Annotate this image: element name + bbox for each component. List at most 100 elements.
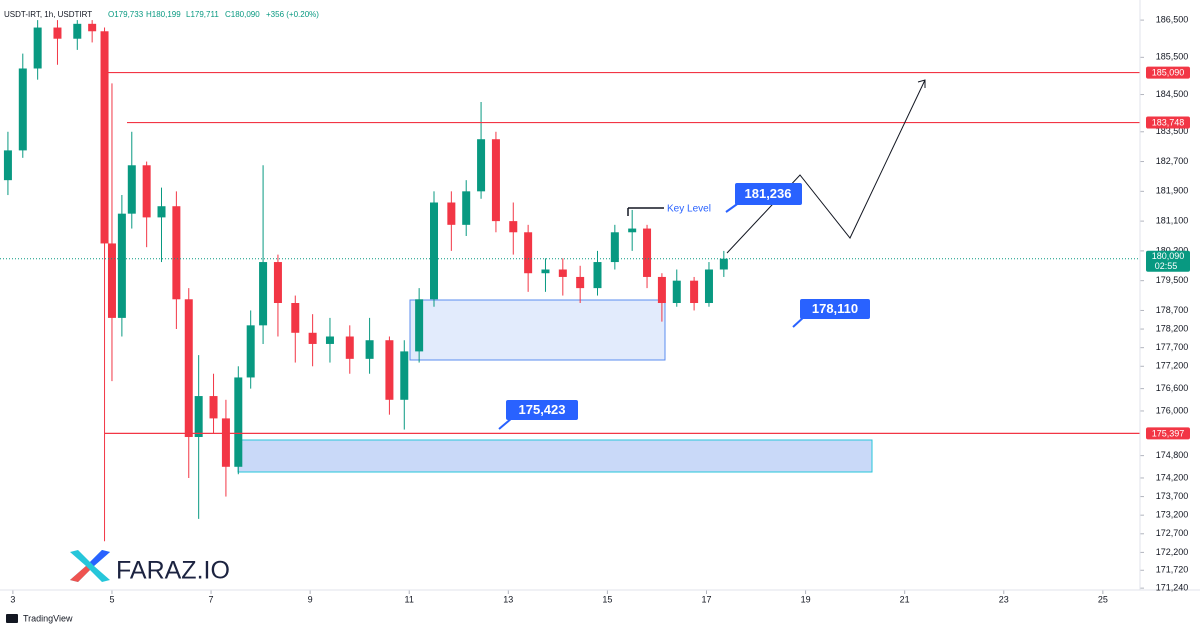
ohlc-low: L179,711 (186, 10, 219, 19)
candle-body (491, 139, 500, 222)
y-tick-label: 171,240 (1156, 583, 1189, 593)
x-tick-label: 13 (503, 594, 513, 604)
callout-box (735, 183, 802, 205)
candle-body (345, 336, 354, 359)
x-tick-label: 19 (801, 594, 811, 604)
y-tick-label: 180,300 (1156, 245, 1189, 255)
y-tick-label: 185,500 (1156, 52, 1189, 62)
ohlc-high: H180,199 (146, 10, 181, 19)
level-label-box (1146, 427, 1190, 440)
candle-body (610, 232, 619, 263)
y-tick-label: 178,200 (1156, 323, 1189, 333)
ohlc-change: +356 (+0.20%) (266, 10, 319, 19)
logo-text: FARAZ.IO (116, 557, 230, 585)
candle-body (3, 150, 12, 181)
candle-body (628, 228, 637, 233)
callout-box (800, 299, 870, 319)
candle-body (142, 165, 151, 218)
candle-body (172, 206, 181, 300)
candle-body (107, 243, 116, 318)
x-tick-label: 5 (109, 594, 114, 604)
candle-body (117, 213, 126, 318)
y-tick-label: 171,720 (1156, 565, 1189, 575)
y-tick-label: 176,600 (1156, 383, 1189, 393)
demand-zone (237, 439, 873, 473)
y-tick-label: 174,800 (1156, 450, 1189, 460)
level-label: 183,748 (1152, 117, 1185, 127)
candle-body (184, 299, 193, 438)
tradingview-icon (6, 614, 18, 623)
candle-body (643, 228, 652, 277)
callout-text: 181,236 (745, 186, 792, 201)
candle-body (593, 262, 602, 289)
x-tick-label: 7 (209, 594, 214, 604)
candle-body (259, 262, 268, 326)
candle-body (672, 280, 681, 304)
x-tick-label: 17 (701, 594, 711, 604)
y-tick-label: 186,500 (1156, 14, 1189, 24)
y-tick-label: 181,100 (1156, 215, 1189, 225)
x-tick-label: 25 (1098, 594, 1108, 604)
candle-body (73, 23, 82, 39)
countdown-label: 02:55 (1155, 261, 1178, 271)
candle-body (509, 221, 518, 233)
callout: 178,110 (792, 299, 870, 328)
callout-box (506, 400, 578, 420)
callout: 175,423 (498, 400, 578, 430)
candle-body (18, 68, 27, 151)
x-tick-label: 23 (999, 594, 1009, 604)
projection-path (726, 79, 926, 254)
y-tick-label: 173,700 (1156, 491, 1189, 501)
x-tick-label: 15 (602, 594, 612, 604)
x-tick-label: 3 (10, 594, 15, 604)
level-label-box (1146, 66, 1190, 79)
candle-body (477, 139, 486, 192)
ohlc-open: O179,733 (108, 10, 144, 19)
x-tick-label: 11 (405, 594, 414, 604)
callout-text: 175,423 (519, 402, 566, 417)
candle-body (690, 280, 699, 304)
candle-body (325, 336, 334, 344)
candle-body (385, 340, 394, 400)
candle-body (33, 27, 42, 69)
candle-body (209, 396, 218, 419)
candle-body (127, 165, 136, 214)
candle-body (657, 276, 666, 304)
y-tick-label: 184,500 (1156, 89, 1189, 99)
y-tick-label: 182,700 (1156, 156, 1189, 166)
footer-brand: TradingView (23, 613, 73, 623)
callout: 181,236 (725, 183, 802, 213)
y-tick-label: 176,000 (1156, 405, 1189, 415)
y-tick-label: 172,200 (1156, 547, 1189, 557)
candle-body (308, 332, 317, 344)
logo: FARAZ.IO (70, 550, 230, 585)
x-tick-label: 21 (900, 594, 910, 604)
candle-body (100, 31, 109, 244)
logo-icon (70, 566, 90, 582)
candle-body (234, 377, 243, 467)
symbol: USDT-IRT, 1h, USDTIRT (4, 10, 92, 19)
callout-text: 178,110 (812, 301, 858, 316)
candle-body (291, 303, 300, 333)
logo-icon (90, 550, 110, 566)
candle-body (719, 258, 728, 270)
candle-body (365, 340, 374, 359)
candle-body (704, 269, 713, 304)
candle-body (194, 396, 203, 438)
candle-body (221, 418, 230, 467)
demand-zone (409, 299, 666, 361)
candle-body (53, 27, 62, 39)
level-label: 175,397 (1152, 428, 1185, 438)
y-tick-label: 181,900 (1156, 186, 1189, 196)
candle-body (524, 232, 533, 274)
ohlc-close: C180,090 (225, 10, 260, 19)
candle-body (88, 23, 97, 32)
candle-body (157, 206, 166, 218)
y-tick-label: 178,700 (1156, 305, 1189, 315)
candle-body (541, 269, 550, 274)
level-label: 185,090 (1152, 67, 1185, 77)
y-tick-label: 173,200 (1156, 510, 1189, 520)
candle-body (400, 351, 409, 400)
candle-body (246, 325, 255, 378)
